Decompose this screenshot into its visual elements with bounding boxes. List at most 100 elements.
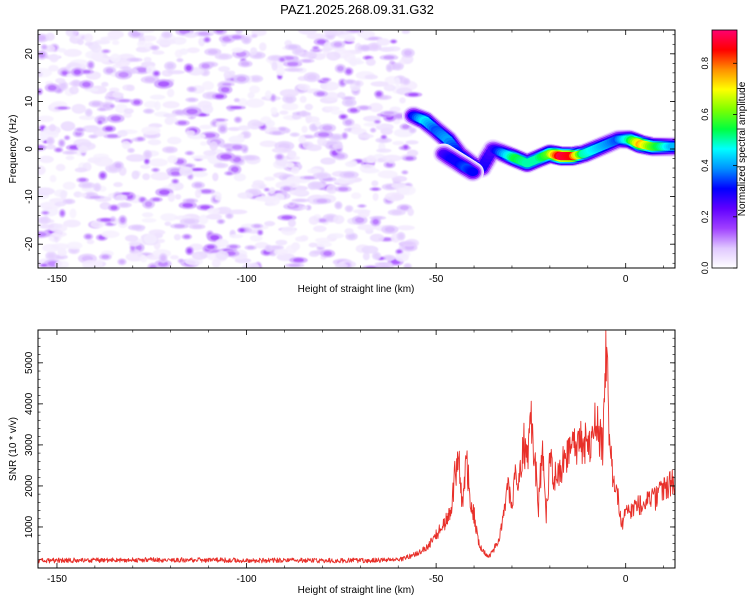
noise-blob: [345, 161, 357, 168]
noise-blob-core: [359, 106, 369, 110]
noise-blob: [49, 174, 57, 183]
noise-blob-core: [391, 210, 403, 215]
colorbar-tick-label: 0.8: [700, 57, 710, 70]
noise-blob-core: [131, 225, 142, 230]
noise-blob-core: [100, 218, 112, 222]
noise-blob: [93, 156, 114, 167]
noise-blob-core: [218, 54, 230, 59]
noise-blob-core: [342, 133, 347, 139]
noise-blob-core: [145, 109, 153, 113]
noise-blob: [84, 41, 94, 47]
noise-blob: [156, 38, 176, 46]
noise-blob: [285, 162, 295, 168]
noise-blob: [142, 173, 151, 181]
noise-blob-core: [152, 168, 159, 172]
noise-blob-core: [215, 118, 226, 122]
noise-blob: [166, 88, 175, 98]
noise-blob-core: [210, 234, 220, 241]
noise-blob-core: [170, 171, 181, 176]
noise-blob: [407, 208, 414, 217]
noise-blob: [361, 245, 379, 254]
noise-blob-core: [281, 215, 293, 220]
noise-blob-core: [47, 138, 54, 144]
noise-blob-core: [177, 58, 183, 62]
noise-blob-core: [163, 32, 171, 38]
noise-blob: [55, 260, 70, 268]
noise-blob: [325, 106, 340, 111]
x-tick-label: -150: [47, 574, 67, 585]
noise-blob: [250, 47, 258, 56]
noise-blob-core: [372, 219, 379, 225]
noise-blob: [167, 136, 182, 145]
noise-blob-core: [402, 124, 410, 129]
noise-blob: [280, 226, 297, 236]
y-tick-label: 10: [24, 95, 35, 107]
noise-blob-core: [276, 154, 283, 160]
noise-blob-core: [88, 62, 94, 68]
noise-blob: [233, 173, 246, 182]
noise-blob: [85, 50, 104, 60]
noise-blob: [38, 137, 46, 142]
noise-blob-core: [38, 52, 46, 58]
noise-blob-core: [349, 108, 358, 113]
noise-blob-core: [215, 94, 225, 99]
noise-blob-core: [90, 135, 97, 138]
noise-blob: [306, 144, 322, 152]
noise-blob-core: [89, 196, 101, 199]
noise-blob-core: [302, 59, 312, 63]
noise-blob: [313, 225, 327, 233]
noise-blob-core: [201, 63, 210, 69]
noise-blob: [209, 141, 218, 151]
noise-blob-core: [285, 96, 294, 102]
noise-blob: [175, 193, 182, 200]
noise-blob-core: [343, 172, 355, 178]
noise-blob: [141, 218, 157, 223]
noise-blob: [237, 133, 245, 138]
noise-blob-core: [38, 232, 47, 237]
noise-blob-core: [311, 124, 318, 131]
noise-blob: [304, 103, 313, 111]
noise-blob: [317, 137, 327, 147]
noise-blob-core: [218, 219, 224, 224]
noise-blob: [164, 221, 172, 226]
noise-blob: [362, 252, 370, 261]
noise-blob: [38, 165, 46, 176]
noise-blob-core: [183, 219, 196, 224]
noise-blob: [63, 48, 82, 57]
noise-blob-core: [394, 113, 403, 119]
noise-blob-core: [38, 35, 47, 41]
noise-blob-core: [322, 78, 330, 81]
noise-blob-core: [144, 159, 149, 164]
colorbar-ticks: 0.0 0.2 0.4 0.6 0.8: [700, 57, 737, 274]
noise-blob-core: [345, 80, 354, 84]
noise-blob-core: [236, 30, 242, 33]
noise-blob-core: [40, 217, 49, 223]
noise-blob-core: [192, 168, 204, 171]
noise-blob: [364, 74, 378, 80]
noise-blob: [326, 51, 341, 61]
noise-blob-core: [229, 244, 238, 249]
x-tick-label: -50: [429, 274, 444, 285]
noise-blob: [215, 250, 229, 261]
noise-blob-core: [279, 127, 286, 131]
noise-blob: [206, 213, 223, 220]
noise-blob: [359, 163, 376, 173]
noise-blob-core: [229, 106, 242, 109]
noise-blob: [191, 155, 211, 160]
noise-blob-core: [73, 69, 82, 75]
noise-blob: [279, 89, 299, 98]
noise-blob: [383, 84, 396, 92]
noise-blob: [194, 188, 202, 199]
noise-blob-core: [183, 234, 190, 239]
noise-blob-core: [242, 132, 250, 138]
x-tick-label: -150: [47, 274, 67, 285]
noise-blob: [167, 155, 178, 164]
noise-blob: [52, 231, 67, 238]
noise-blob: [122, 112, 132, 118]
x-tick-label: 0: [623, 574, 629, 585]
noise-blob: [281, 102, 299, 111]
noise-blob-core: [207, 49, 218, 55]
noise-blob: [39, 129, 59, 139]
